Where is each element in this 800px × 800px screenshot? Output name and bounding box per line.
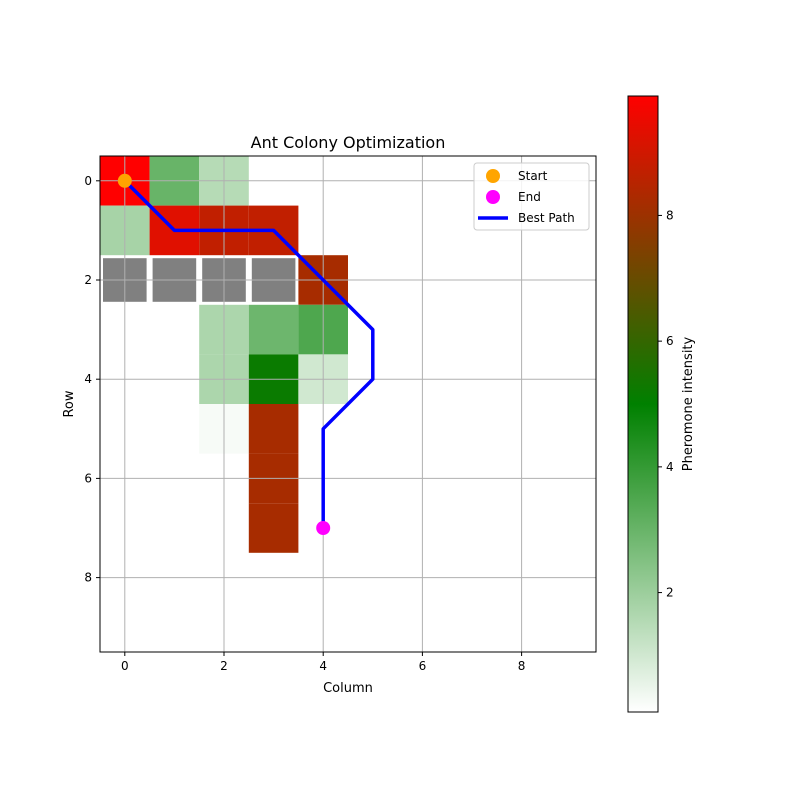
path-layer (122, 178, 375, 530)
axes-frame (99, 155, 597, 653)
legend-start-label: Start (518, 169, 548, 183)
x-tick-label: 6 (419, 659, 427, 673)
y-tick-label: 0 (84, 174, 92, 188)
y-tick-label: 6 (84, 471, 92, 485)
colorbar-tick-label: 8 (666, 208, 674, 222)
x-tick-label: 2 (220, 659, 228, 673)
x-tick-label: 0 (121, 659, 129, 673)
legend-start-marker (486, 169, 500, 183)
y-tick-label: 2 (84, 273, 92, 287)
chart-title: Ant Colony Optimization (251, 133, 446, 152)
heatmap-cell (248, 503, 299, 553)
colorbar-tick-label: 6 (666, 334, 674, 348)
heatmap-cell (248, 404, 299, 454)
x-tick-label: 8 (518, 659, 526, 673)
colorbar-gradient (627, 95, 659, 713)
y-axis-ticks: 0 2 4 6 8 (84, 174, 100, 585)
legend-box (473, 162, 590, 231)
legend-end-marker (486, 190, 500, 204)
colorbar-ticks: 2 4 6 8 (658, 208, 674, 600)
marker-layer (117, 173, 331, 535)
x-tick-label: 4 (319, 659, 327, 673)
start-marker (117, 173, 132, 188)
legend-best-path-label: Best Path (518, 211, 575, 225)
x-axis-label: Column (323, 681, 373, 696)
colorbar-label: Pheromone intensity (681, 336, 696, 471)
y-axis-label: Row (62, 390, 77, 417)
y-tick-label: 8 (84, 571, 92, 585)
colorbar: 2 4 6 8 Pheromone intensity (627, 95, 696, 713)
colorbar-tick-label: 2 (666, 586, 674, 600)
legend: Start End Best Path (473, 162, 590, 231)
best-path-line (122, 178, 375, 530)
legend-end-label: End (518, 190, 541, 204)
colorbar-tick-label: 4 (666, 460, 674, 474)
heatmap-cell (248, 304, 299, 355)
y-tick-label: 4 (84, 372, 92, 386)
x-axis-ticks: 0 2 4 6 8 (121, 652, 525, 673)
end-marker (316, 521, 331, 535)
grid-lines (100, 156, 596, 652)
